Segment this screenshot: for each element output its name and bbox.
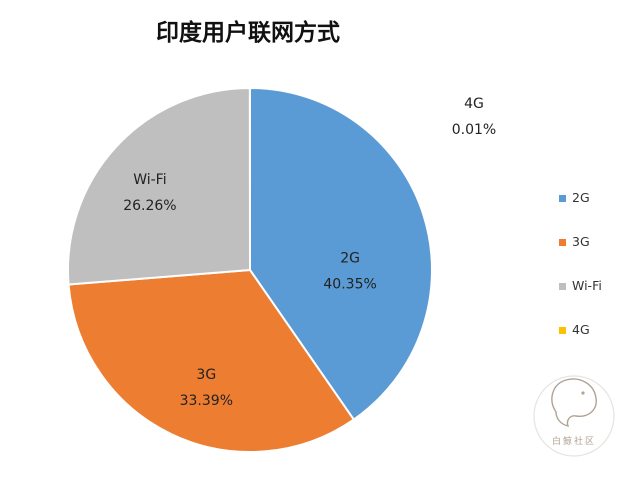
pie-slice-2g: [249, 87, 433, 421]
legend: 2G 3G Wi-Fi 4G: [559, 190, 602, 337]
slice-labels: 2G 40.35% 3G 33.39% Wi-Fi 26.26% 4G 0.01%: [123, 96, 496, 409]
watermark-text: 白鲸社区: [552, 435, 596, 447]
legend-swatch-3g: [559, 239, 566, 246]
slice-label-value-4g: 0.01%: [452, 122, 496, 138]
legend-swatch-4g: [559, 327, 566, 334]
slice-label-name-2g: 2G: [340, 250, 360, 266]
watermark: 白鲸社区: [533, 375, 615, 457]
slice-label-name-wi-fi: Wi-Fi: [133, 172, 166, 188]
whale-eye-icon: [581, 391, 585, 395]
slice-label-value-2g: 40.35%: [323, 276, 376, 292]
pie-slice-3g: [67, 269, 355, 453]
whale-logo-icon: [551, 378, 597, 427]
legend-label-4g: 4G: [572, 322, 590, 337]
legend-label-2g: 2G: [572, 190, 590, 205]
chart-title: 印度用户联网方式: [156, 19, 340, 46]
legend-swatch-2g: [559, 195, 566, 202]
slice-label-value-3g: 33.39%: [180, 393, 233, 409]
legend-label-wi-fi: Wi-Fi: [572, 278, 602, 293]
slice-label-value-wi-fi: 26.26%: [123, 198, 176, 214]
legend-swatch-wi-fi: [559, 283, 566, 290]
pie-slice-wi-fi: [67, 87, 251, 286]
slice-label-name-4g: 4G: [464, 96, 484, 112]
legend-label-3g: 3G: [572, 234, 590, 249]
pie-slices: [67, 86, 433, 453]
slice-label-name-3g: 3G: [196, 367, 216, 383]
